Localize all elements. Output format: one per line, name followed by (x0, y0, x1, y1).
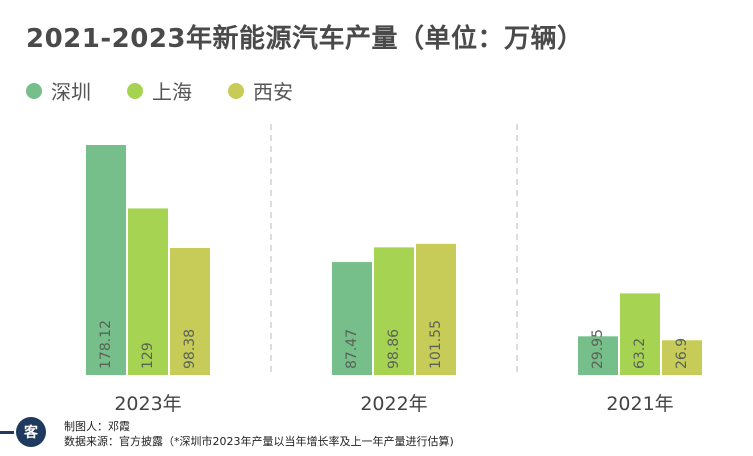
bar-上海-2021年 (620, 293, 660, 375)
footer-source: 数据来源：官方披露（*深圳市2023年产量以当年增长率及上一年产量进行估算) (64, 435, 454, 448)
data-label: 129 (140, 342, 156, 369)
legend-item-shenzhen: 深圳 (26, 76, 91, 105)
legend-dot-xian (228, 82, 244, 99)
data-label: 26.9 (674, 338, 690, 369)
logo-dash (0, 431, 14, 434)
bar-西安-2021年 (662, 340, 702, 375)
legend-dot-shenzhen (26, 82, 42, 99)
footer-author: 制图人：邓霞 (64, 420, 130, 433)
x-tick-label: 2023年 (114, 393, 181, 415)
legend: 深圳 上海 西安 (26, 76, 329, 105)
data-label: 98.86 (386, 329, 402, 369)
publisher-logo-icon: 客 (16, 417, 46, 447)
legend-label-xian: 西安 (253, 80, 293, 104)
bar-上海-2023年 (128, 208, 168, 375)
legend-label-shenzhen: 深圳 (51, 80, 91, 104)
x-tick-label: 2022年 (360, 393, 427, 415)
data-label: 98.38 (182, 329, 198, 369)
data-label: 178.12 (98, 320, 114, 369)
legend-item-xian: 西安 (228, 76, 293, 105)
data-label: 29.95 (590, 329, 606, 369)
bar-深圳-2023年 (86, 145, 126, 375)
x-tick-label: 2021年 (606, 393, 673, 415)
bar-西安-2023年 (170, 247, 210, 375)
bar-上海-2022年 (374, 247, 414, 375)
data-label: 63.2 (632, 338, 648, 369)
footer: 制图人：邓霞 数据来源：官方披露（*深圳市2023年产量以当年增长率及上一年产量… (64, 419, 454, 449)
data-label: 101.55 (428, 320, 444, 369)
legend-item-shanghai: 上海 (127, 76, 192, 105)
legend-label-shanghai: 上海 (152, 80, 192, 104)
chart-title: 2021-2023年新能源汽车产量（单位：万辆） (26, 24, 584, 54)
data-label: 87.47 (344, 329, 360, 369)
bar-深圳-2021年 (578, 336, 618, 375)
bar-西安-2022年 (416, 243, 456, 375)
legend-dot-shanghai (127, 82, 143, 99)
bar-深圳-2022年 (332, 262, 372, 375)
